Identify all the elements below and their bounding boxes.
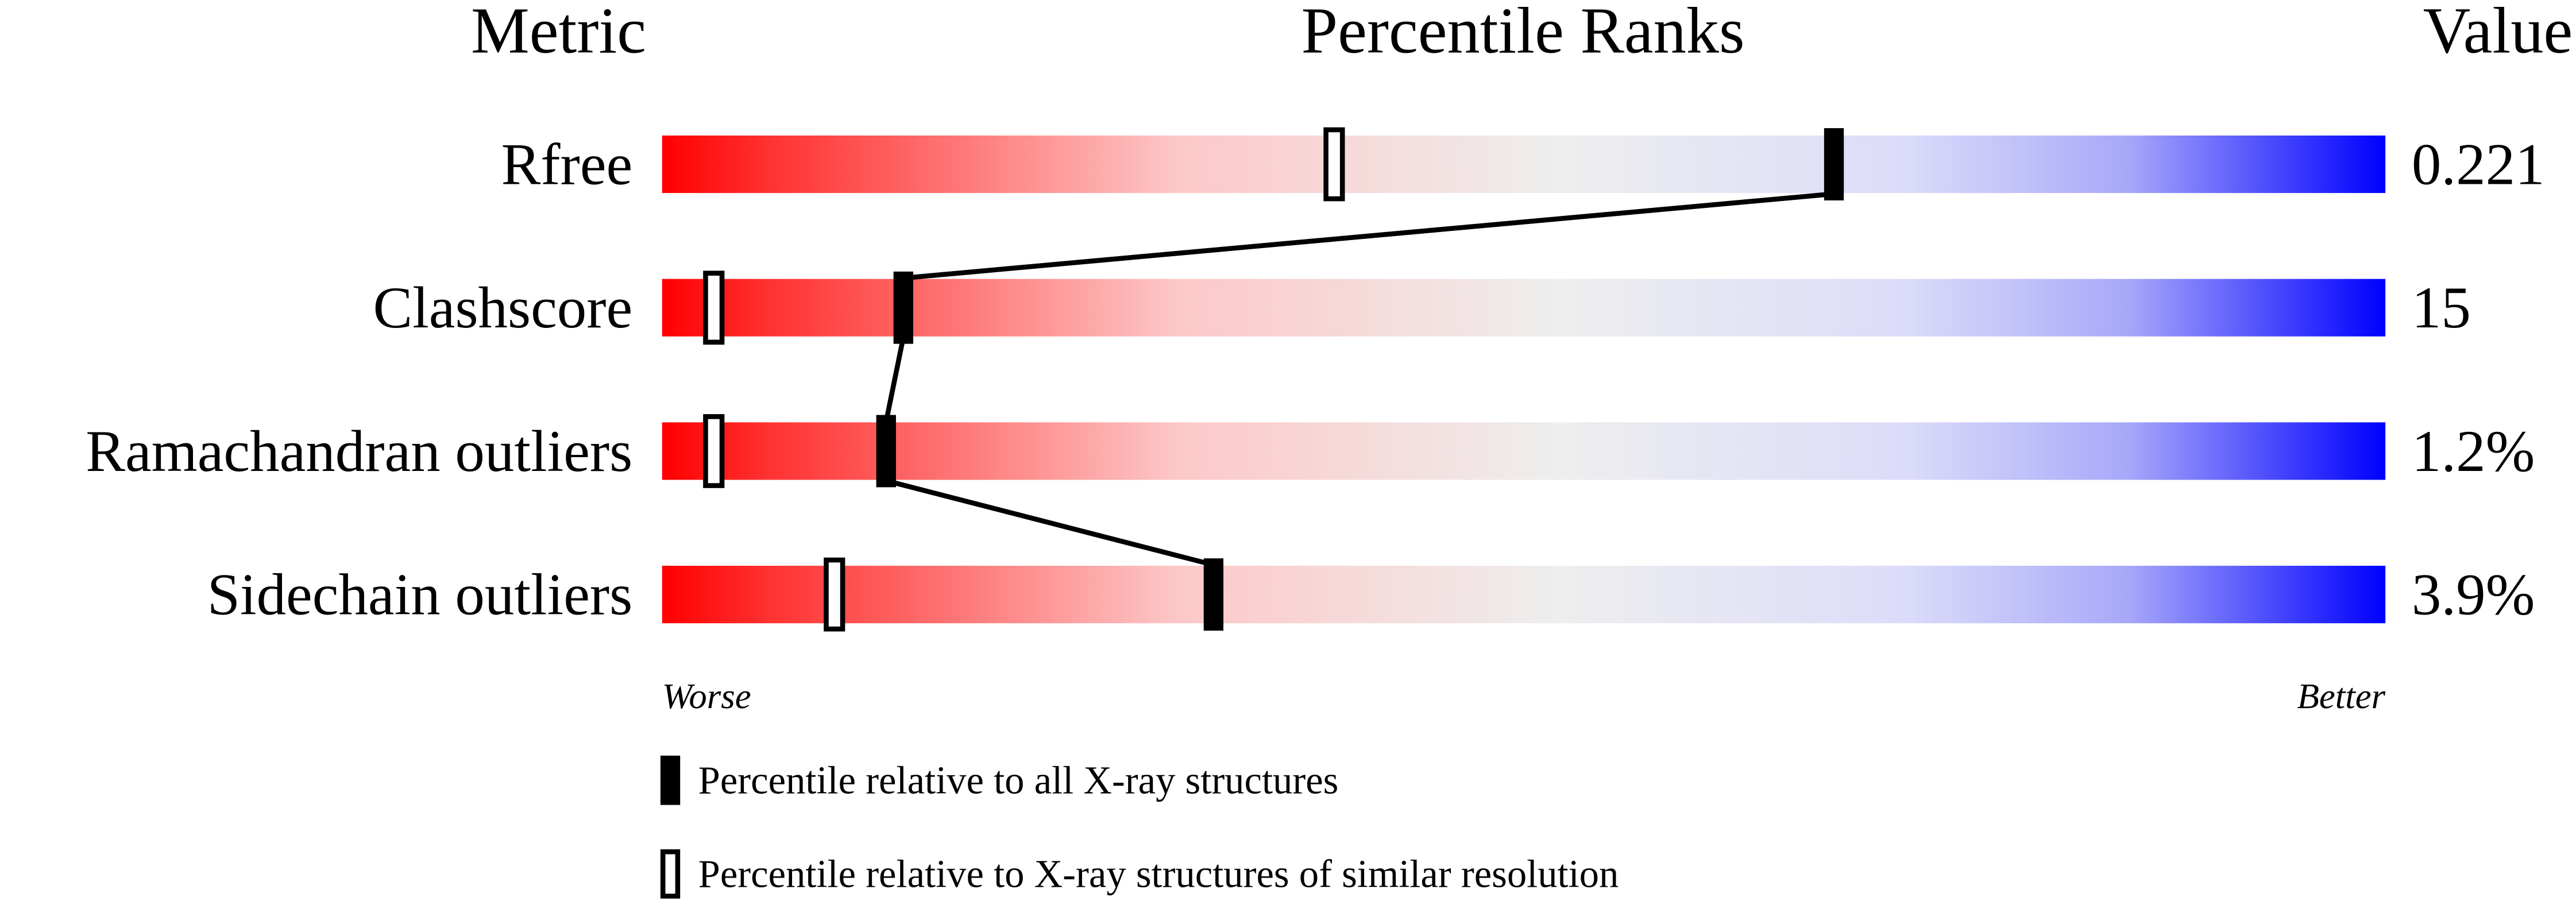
header-percentile: Percentile Ranks	[1301, 0, 1745, 67]
connector-line	[903, 191, 1835, 281]
marker-all	[1824, 128, 1844, 200]
percentile-bar	[662, 135, 2386, 194]
metric-label: Clashscore	[373, 275, 633, 341]
axis-low-label: Worse	[662, 676, 751, 716]
marker-similar	[1323, 127, 1345, 202]
marker-similar	[703, 271, 725, 345]
metric-label: Rfree	[501, 132, 633, 197]
legend-swatch	[660, 849, 681, 899]
marker-all	[893, 271, 913, 344]
percentile-bar	[662, 566, 2386, 624]
marker-all	[876, 415, 896, 488]
value-label: 3.9%	[2412, 562, 2535, 627]
percentile-bar	[662, 422, 2386, 480]
connector-line	[885, 478, 1214, 567]
header-value: Value	[2423, 0, 2573, 67]
connector-line	[883, 337, 906, 422]
marker-all	[1203, 558, 1224, 631]
legend-label: Percentile relative to X-ray structures …	[698, 852, 1619, 896]
legend-label: Percentile relative to all X-ray structu…	[698, 759, 1339, 802]
percentile-bar	[662, 279, 2386, 337]
legend-swatch	[660, 755, 681, 805]
axis-high-label: Better	[2297, 676, 2385, 716]
marker-similar	[703, 414, 725, 488]
header-metric: Metric	[471, 0, 646, 67]
metric-label: Ramachandran outliers	[86, 419, 632, 484]
value-label: 1.2%	[2412, 419, 2535, 484]
value-label: 0.221	[2412, 132, 2545, 197]
metric-label: Sidechain outliers	[207, 562, 633, 627]
marker-similar	[824, 557, 845, 632]
value-label: 15	[2412, 275, 2471, 341]
